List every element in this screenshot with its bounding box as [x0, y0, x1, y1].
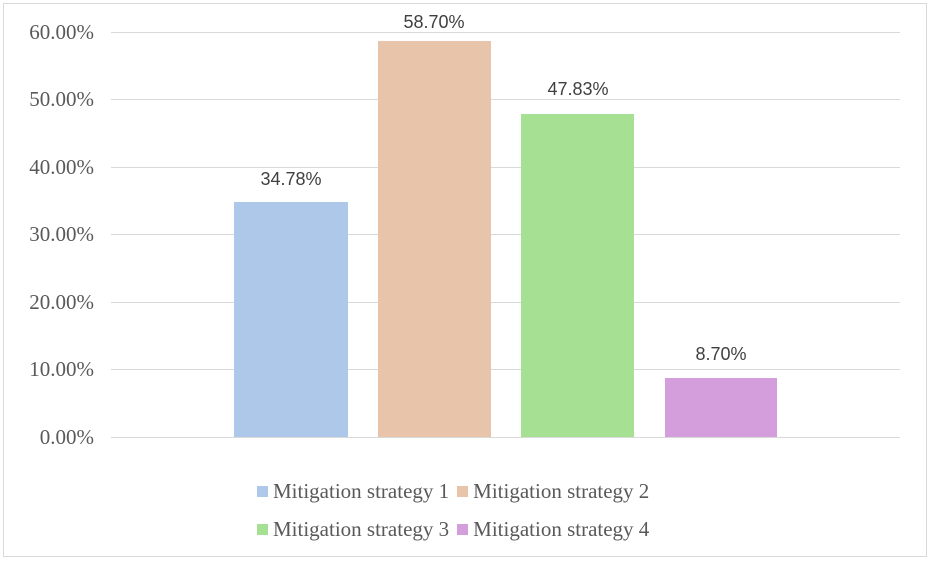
gridline-10	[111, 369, 900, 370]
y-tick-label: 30.00%	[29, 222, 94, 246]
legend-item: Mitigation strategy 2	[457, 479, 649, 504]
legend-swatch-icon	[457, 523, 469, 535]
legend-swatch-icon	[457, 485, 469, 497]
legend-label: Mitigation strategy 4	[473, 516, 650, 541]
gridline-50	[111, 99, 900, 100]
legend-swatch-icon	[257, 523, 268, 535]
bar-mitigation-strategy-3	[521, 114, 634, 437]
bar-mitigation-strategy-2	[378, 41, 491, 437]
data-label: 58.70%	[403, 12, 465, 32]
data-label: 34.78%	[260, 169, 322, 189]
chart-legend: Mitigation strategy 1 Mitigation strateg…	[257, 472, 697, 548]
legend-swatch-icon	[257, 485, 268, 497]
gridline-40	[111, 167, 900, 168]
bar-mitigation-strategy-4	[665, 378, 777, 437]
legend-item: Mitigation strategy 1	[257, 479, 449, 504]
legend-item: Mitigation strategy 3	[257, 517, 449, 542]
gridline-30	[111, 234, 900, 235]
gridline-60	[111, 32, 900, 33]
y-tick-label: 50.00%	[29, 87, 94, 111]
y-tick-label: 60.00%	[29, 20, 94, 44]
legend-label: Mitigation strategy 2	[473, 478, 650, 503]
gridline-20	[111, 302, 900, 303]
legend-label: Mitigation strategy 1	[273, 478, 450, 503]
bar-mitigation-strategy-1	[234, 202, 348, 437]
y-tick-label: 40.00%	[29, 155, 94, 179]
y-tick-label: 0.00%	[39, 425, 94, 449]
data-label: 47.83%	[547, 79, 609, 99]
y-tick-label: 20.00%	[29, 290, 94, 314]
data-label: 8.70%	[695, 344, 747, 364]
legend-label: Mitigation strategy 3	[273, 516, 450, 541]
y-tick-label: 10.00%	[29, 357, 94, 381]
legend-item: Mitigation strategy 4	[457, 517, 649, 542]
x-axis-baseline	[111, 437, 900, 438]
